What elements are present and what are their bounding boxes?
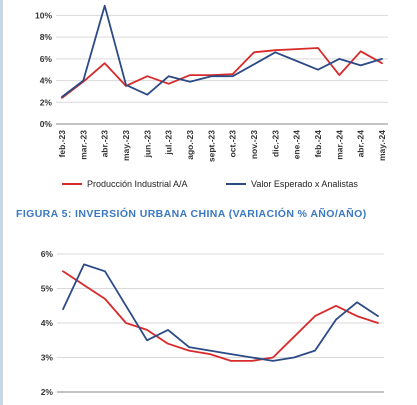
x-tick-label: sept.-23 xyxy=(206,130,216,162)
legend-label: Producción Industrial A/A xyxy=(87,179,188,189)
y-tick-label: 3% xyxy=(41,353,54,363)
series-line-blue xyxy=(61,4,383,98)
x-tick-label: abr.-24 xyxy=(356,130,366,158)
legend-label: Valor Esperado x Analistas xyxy=(251,179,358,189)
series-line-red xyxy=(62,270,379,362)
y-tick-label: 4% xyxy=(40,76,53,86)
x-tick-label: ene.-24 xyxy=(292,130,302,160)
x-tick-label: dic.-23 xyxy=(270,130,280,157)
x-tick-label: oct.-23 xyxy=(228,130,238,158)
y-tick-label: 6% xyxy=(40,54,53,64)
y-tick-label: 5% xyxy=(41,284,54,294)
x-tick-label: jul.-23 xyxy=(164,130,174,156)
x-tick-label: nov.-23 xyxy=(249,130,259,159)
figure5-title: FIGURA 5: INVERSIÓN URBANA CHINA (VARIAC… xyxy=(16,208,367,220)
y-tick-label: 10% xyxy=(35,10,52,20)
y-tick-label: 6% xyxy=(41,249,54,259)
x-tick-label: may.-23 xyxy=(121,130,131,161)
x-tick-label: may.-24 xyxy=(377,130,387,161)
x-tick-label: abr.-23 xyxy=(100,130,110,158)
x-tick-label: feb.-24 xyxy=(313,130,323,158)
y-tick-label: 8% xyxy=(40,32,53,42)
x-tick-label: mar.-24 xyxy=(334,130,344,160)
y-tick-label: 4% xyxy=(41,318,54,328)
x-tick-label: ago.-23 xyxy=(185,130,195,160)
x-tick-label: feb.-23 xyxy=(57,130,67,158)
industrial-production-chart: 0% 2% 4% 6% 8% 10% feb.-23 mar.-23 abr.-23 may.-2… xyxy=(35,4,388,189)
x-tick-label: mar.-23 xyxy=(78,130,88,160)
y-tick-label: 2% xyxy=(41,387,54,397)
y-tick-label: 0% xyxy=(40,119,53,129)
series-line-blue xyxy=(62,263,379,362)
series-line-red xyxy=(61,47,383,99)
x-tick-label: jun.-23 xyxy=(142,130,152,159)
y-tick-label: 2% xyxy=(40,97,53,107)
